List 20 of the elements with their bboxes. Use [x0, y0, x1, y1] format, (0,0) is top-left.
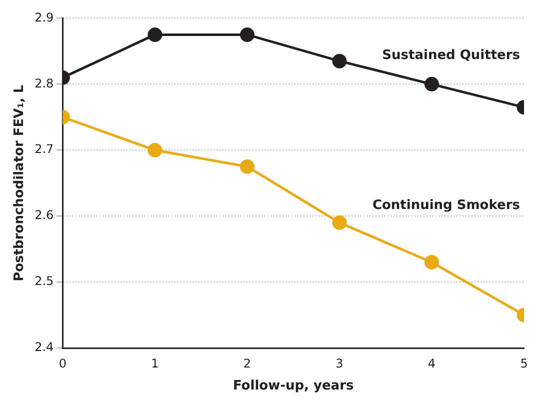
- y-tick-label: 2.7: [34, 142, 54, 156]
- x-tick-label: 1: [151, 356, 159, 370]
- series-label: Sustained Quitters: [382, 48, 520, 64]
- y-tick-label: 2.9: [34, 10, 54, 24]
- point: [332, 54, 347, 68]
- y-tick-label: 2.5: [34, 274, 54, 288]
- point: [240, 27, 254, 42]
- point: [240, 159, 254, 174]
- series-label: Continuing Smokers: [372, 198, 520, 214]
- x-tick-label: 0: [58, 356, 67, 370]
- x-tick-label: 5: [520, 356, 528, 370]
- y-axis-title: Postbronchodilator FEV₁, L: [12, 84, 28, 282]
- y-tick-label: 2.6: [34, 208, 54, 222]
- x-tick-label: 2: [243, 356, 252, 370]
- x-axis-title: Follow-up, years: [232, 378, 354, 394]
- point: [332, 215, 347, 230]
- y-tick-label: 2.8: [34, 76, 54, 90]
- x-tick-label: 3: [336, 356, 344, 370]
- y-tick-label: 2.4: [34, 340, 54, 354]
- x-tick-label: 4: [428, 356, 436, 370]
